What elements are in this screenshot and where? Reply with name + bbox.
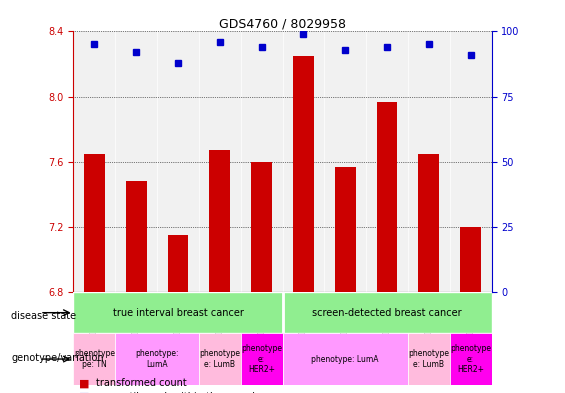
Bar [282, 31, 324, 292]
Text: disease state: disease state [11, 311, 76, 321]
FancyBboxPatch shape [241, 333, 282, 385]
Bar [167, 235, 189, 292]
Bar [251, 162, 272, 292]
Bar [125, 182, 147, 292]
Bar [115, 31, 157, 292]
FancyBboxPatch shape [450, 333, 492, 385]
Bar [209, 151, 231, 292]
Text: phenotype
e: LumB: phenotype e: LumB [408, 349, 449, 369]
FancyBboxPatch shape [115, 333, 199, 385]
Bar [408, 31, 450, 292]
Text: true interval breast cancer: true interval breast cancer [112, 308, 244, 318]
Text: phenotype:
LumA: phenotype: LumA [136, 349, 179, 369]
Bar [324, 31, 366, 292]
Bar [293, 56, 314, 292]
FancyBboxPatch shape [73, 292, 282, 333]
FancyBboxPatch shape [199, 333, 241, 385]
Text: transformed count: transformed count [96, 378, 187, 388]
FancyBboxPatch shape [408, 333, 450, 385]
FancyBboxPatch shape [73, 333, 115, 385]
Text: phenotype: LumA: phenotype: LumA [311, 354, 379, 364]
Bar [377, 101, 398, 292]
Text: percentile rank within the sample: percentile rank within the sample [96, 392, 261, 393]
Bar [73, 31, 115, 292]
Bar [157, 31, 199, 292]
Bar [84, 154, 105, 292]
Bar [366, 31, 408, 292]
Text: phenotype
e: LumB: phenotype e: LumB [199, 349, 240, 369]
Text: phenotype
e:
HER2+: phenotype e: HER2+ [450, 344, 491, 374]
FancyBboxPatch shape [282, 333, 408, 385]
Text: ■: ■ [79, 392, 90, 393]
Bar [199, 31, 241, 292]
Bar [418, 154, 440, 292]
Bar [450, 31, 492, 292]
Text: ■: ■ [79, 378, 90, 388]
Bar [334, 167, 356, 292]
Title: GDS4760 / 8029958: GDS4760 / 8029958 [219, 17, 346, 30]
Bar [460, 227, 481, 292]
Bar [241, 31, 282, 292]
Text: phenotype
pe: TN: phenotype pe: TN [74, 349, 115, 369]
Text: genotype/variation: genotype/variation [11, 353, 104, 363]
Text: phenotype
e:
HER2+: phenotype e: HER2+ [241, 344, 282, 374]
FancyBboxPatch shape [282, 292, 492, 333]
Text: screen-detected breast cancer: screen-detected breast cancer [312, 308, 462, 318]
